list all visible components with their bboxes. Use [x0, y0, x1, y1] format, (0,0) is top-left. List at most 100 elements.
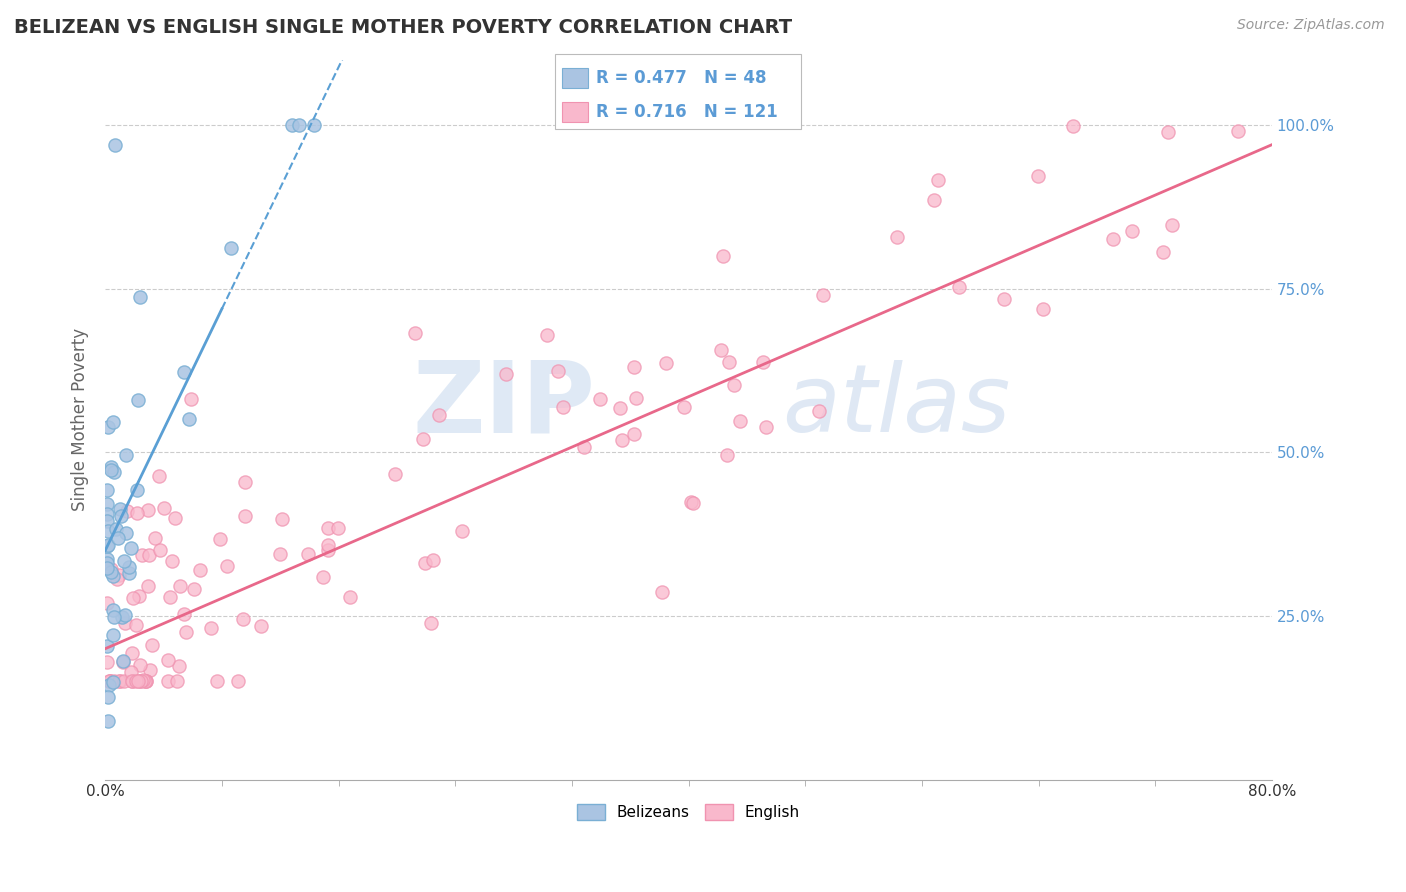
Point [180, 392, 202, 406]
Point [96, 561, 118, 575]
Point [127, 392, 149, 407]
Point [723, 377, 745, 392]
Point [135, 674, 157, 689]
Point [173, 607, 195, 622]
Point [115, 448, 138, 462]
Point [1028, 169, 1050, 184]
Point [135, 674, 157, 689]
Point [141, 638, 163, 652]
Point [384, 467, 406, 481]
Point [1062, 119, 1084, 133]
Point [612, 433, 634, 447]
Point [219, 241, 242, 255]
Point [138, 579, 160, 593]
Point [98, 674, 121, 689]
Point [312, 569, 335, 583]
Point [105, 572, 128, 586]
Point [183, 582, 205, 596]
Text: Source: ZipAtlas.com: Source: ZipAtlas.com [1237, 18, 1385, 32]
Point [132, 673, 155, 688]
Point [235, 475, 257, 489]
Point [103, 674, 125, 689]
Point [96, 483, 118, 498]
Point [710, 343, 733, 357]
Point [96, 540, 118, 554]
Point [316, 521, 339, 535]
Point [547, 364, 569, 378]
Point [115, 504, 138, 518]
Point [125, 617, 148, 632]
Point [811, 287, 834, 301]
Point [173, 365, 195, 379]
Point [153, 500, 176, 515]
Point [101, 627, 124, 641]
Point [326, 521, 349, 535]
Point [922, 193, 945, 207]
Text: R = 0.716   N = 121: R = 0.716 N = 121 [596, 103, 778, 121]
Point [138, 503, 160, 517]
Point [121, 674, 143, 689]
Point [101, 603, 124, 617]
Point [118, 560, 141, 574]
Point [205, 674, 228, 689]
Point [755, 420, 778, 434]
Point [96, 498, 118, 512]
Point [100, 462, 122, 476]
Point [98, 678, 121, 692]
Point [97, 714, 120, 728]
Point [110, 508, 132, 523]
Text: R = 0.477   N = 48: R = 0.477 N = 48 [596, 69, 766, 87]
Point [316, 538, 339, 552]
Point [536, 327, 558, 342]
Point [121, 646, 143, 660]
Point [96, 508, 118, 522]
Point [451, 524, 474, 539]
Point [103, 674, 125, 689]
Point [114, 615, 136, 630]
Point [163, 510, 186, 524]
Point [752, 354, 775, 368]
Point [149, 543, 172, 558]
Point [200, 621, 222, 635]
Point [232, 612, 254, 626]
Text: atlas: atlas [782, 359, 1010, 450]
Point [118, 566, 141, 581]
Point [115, 526, 138, 541]
Point [166, 674, 188, 689]
Point [1032, 301, 1054, 316]
Point [129, 674, 152, 689]
Point [427, 408, 450, 422]
Point [808, 404, 831, 418]
Point [297, 548, 319, 562]
Point [127, 483, 149, 497]
Point [1226, 124, 1249, 138]
Point [101, 415, 124, 429]
Point [96, 552, 118, 566]
Point [159, 591, 181, 605]
Point [103, 569, 125, 583]
Point [711, 248, 734, 262]
Point [672, 400, 695, 414]
Point [143, 531, 166, 545]
Point [104, 137, 127, 152]
Point [108, 567, 131, 582]
Point [103, 465, 125, 479]
Point [551, 401, 574, 415]
Point [927, 173, 949, 187]
Point [128, 590, 150, 604]
Point [148, 468, 170, 483]
Point [655, 356, 678, 370]
Point [413, 556, 436, 570]
Point [122, 591, 145, 606]
Point [422, 552, 444, 566]
Point [250, 618, 273, 632]
Point [270, 512, 292, 526]
Point [281, 118, 304, 132]
Point [108, 502, 131, 516]
Point [588, 392, 610, 406]
Point [215, 559, 238, 574]
Point [121, 674, 143, 689]
Point [160, 553, 183, 567]
Point [174, 625, 197, 640]
Point [138, 549, 160, 563]
